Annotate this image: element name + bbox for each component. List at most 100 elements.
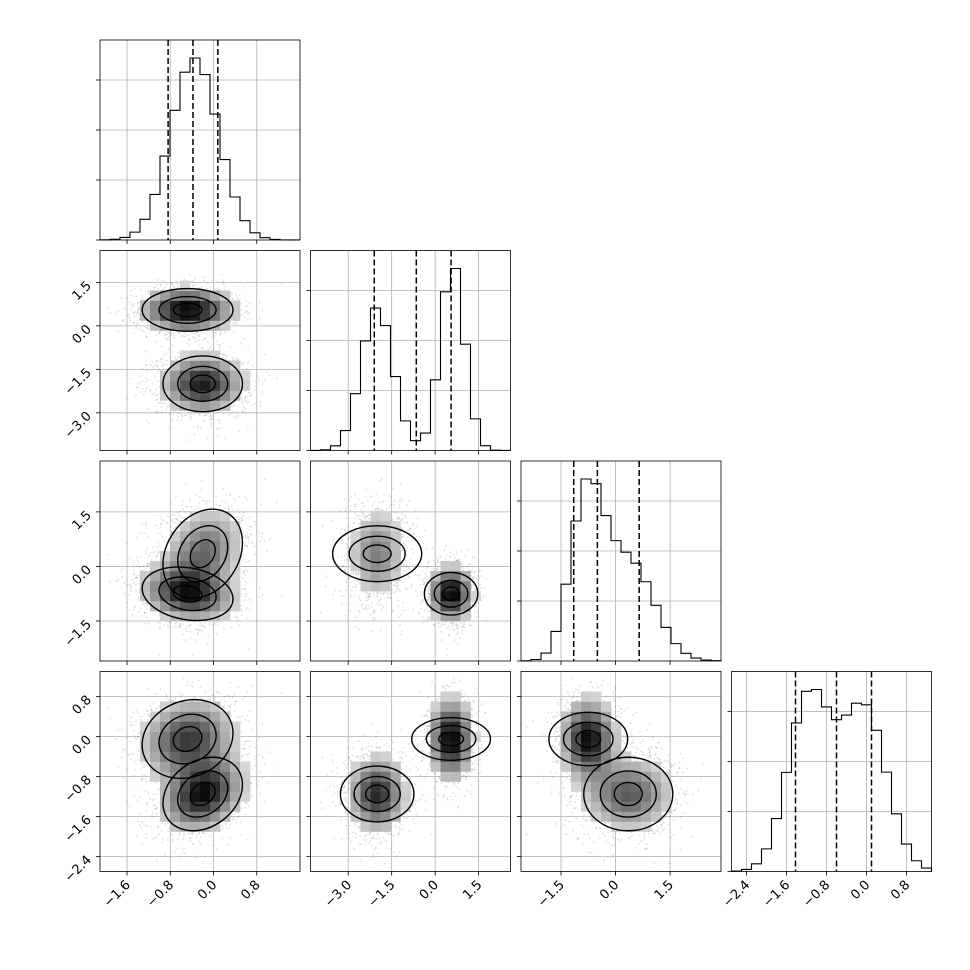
scatter-point [216, 340, 219, 343]
scatter-point [138, 592, 141, 594]
scatter-point [157, 287, 160, 290]
scatter-point [190, 506, 193, 509]
scatter-point [146, 616, 148, 619]
scatter-point [219, 344, 221, 346]
scatter-point [141, 387, 144, 390]
scatter-point [134, 295, 137, 298]
scatter-point [178, 626, 181, 628]
scatter-point [132, 311, 135, 314]
scatter-point [155, 412, 158, 415]
scatter-point [247, 318, 249, 321]
density-cell [180, 310, 191, 321]
scatter-point [221, 500, 224, 503]
y-tick-label: 1.5 [70, 508, 95, 533]
scatter-point [197, 334, 199, 337]
scatter-point [176, 522, 179, 525]
scatter-point [161, 365, 163, 368]
density-cell [140, 300, 151, 311]
scatter-point [140, 614, 143, 617]
scatter-point [237, 298, 240, 301]
scatter-point [218, 418, 221, 421]
scatter-point [137, 386, 140, 389]
scatter-point [244, 609, 247, 611]
scatter-point [165, 621, 168, 624]
scatter-point [146, 564, 149, 567]
scatter-point [237, 509, 239, 512]
density-cell [220, 360, 231, 371]
scatter-point [237, 512, 240, 514]
scatter-point [200, 625, 203, 628]
scatter-point [165, 408, 168, 411]
density-cell [180, 350, 191, 361]
scatter-point [155, 283, 158, 286]
scatter-point [236, 297, 239, 299]
density-cell [160, 300, 171, 311]
x-tick-label: −0.8 [800, 878, 833, 911]
scatter-point [180, 418, 183, 421]
scatter-point [241, 392, 244, 395]
scatter-point [172, 337, 175, 339]
scatter-point [247, 361, 250, 364]
scatter-point [168, 620, 171, 623]
scatter-point [147, 327, 150, 330]
scatter-point [234, 357, 237, 360]
scatter-point [170, 519, 173, 522]
density-cell [200, 390, 211, 401]
scatter-point [251, 364, 254, 367]
x-tick-label: −2.4 [720, 878, 753, 911]
scatter-point [171, 344, 174, 347]
scatter-point [248, 538, 250, 541]
scatter-point [130, 294, 133, 297]
scatter-point [132, 614, 135, 617]
scatter-point [164, 287, 166, 289]
scatter-point [159, 358, 162, 361]
scatter-point [145, 364, 148, 366]
scatter-point [258, 378, 260, 381]
scatter-point [139, 391, 142, 394]
scatter-point [137, 309, 140, 312]
scatter-point [123, 582, 125, 584]
scatter-point [177, 356, 180, 359]
scatter-point [172, 332, 174, 335]
density-cell [230, 390, 241, 401]
scatter-point [240, 302, 243, 305]
panel-frame [310, 250, 511, 451]
scatter-point [235, 294, 238, 297]
scatter-point [239, 315, 242, 317]
scatter-point [156, 364, 159, 367]
scatter-point [231, 356, 234, 359]
scatter-point [184, 627, 187, 630]
scatter-point [184, 482, 187, 485]
scatter-point [130, 585, 133, 588]
histogram-p1 [309, 267, 512, 452]
scatter-point [206, 437, 209, 440]
scatter-point [159, 526, 162, 529]
scatter-point [161, 411, 164, 414]
scatter-point [222, 353, 225, 356]
scatter-point [217, 434, 220, 437]
scatter-point [211, 415, 214, 418]
scatter-point [145, 552, 147, 555]
scatter-point [215, 331, 217, 334]
scatter-point [241, 609, 243, 612]
scatter-point [128, 316, 131, 319]
density-cell [220, 310, 231, 321]
scatter-point [168, 339, 171, 341]
scatter-point [161, 402, 164, 405]
density-cell [200, 300, 211, 311]
scatter-point [129, 584, 132, 586]
scatter-point [259, 503, 262, 506]
density-cell [230, 360, 241, 371]
scatter-point [158, 551, 161, 554]
scatter-point [165, 337, 168, 340]
scatter-point [117, 578, 120, 581]
scatter-point [174, 357, 177, 360]
scatter-point [244, 395, 246, 398]
scatter-point [106, 306, 109, 309]
scatter-point [210, 414, 212, 417]
scatter-point [206, 643, 209, 646]
scatter-point [163, 624, 166, 626]
scatter-point [134, 287, 136, 290]
scatter-point [168, 331, 171, 334]
scatter-point [222, 280, 225, 283]
